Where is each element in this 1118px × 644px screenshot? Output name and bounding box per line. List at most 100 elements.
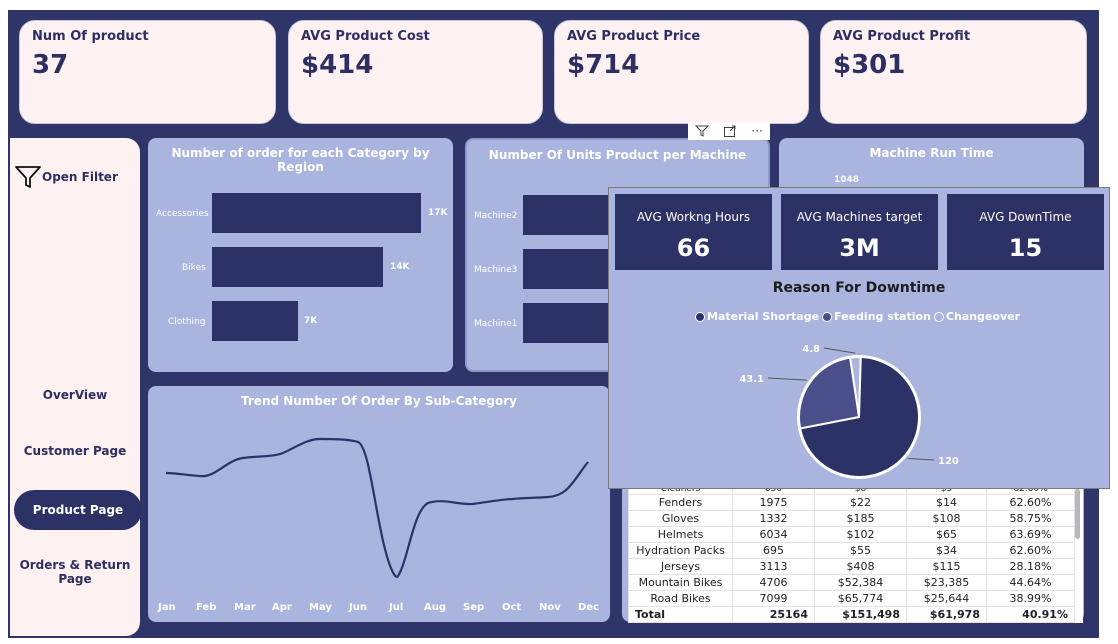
table-cell: $23,385 [906,574,987,591]
tooltip-card-working-hours: AVG Workng Hours 66 [615,194,772,270]
month-label: Nov [539,602,561,613]
open-filter-button[interactable]: Open Filter [14,164,118,190]
table-cell: $25,644 [906,590,987,607]
sidebar: Open Filter OverView Customer Page Produ… [10,138,142,636]
region-bar-chart[interactable]: Number of order for each Category by Reg… [148,138,453,372]
month-label: Sep [463,602,485,613]
axis-label: Accessories [156,209,209,219]
table-cell: $34 [906,542,987,559]
table-cell: Total [628,606,733,623]
pie-leader-line [823,347,856,354]
tooltip-card-machines-target: AVG Machines target 3M [781,194,938,270]
nav-overview[interactable]: OverView [42,388,108,402]
table-cell: 695 [732,542,815,559]
downtime-pie-chart[interactable]: 120 43.1 4.8 [609,188,1111,490]
table-row: Road Bikes 7099 $65,774 $25,644 38.99% [628,590,1075,607]
table-scrollbar[interactable] [1075,489,1080,539]
table-cell: 44.64% [986,574,1075,591]
axis-label: Bikes [182,263,206,273]
filter-icon[interactable] [695,124,710,138]
legend-label: Material Shortage [707,310,820,323]
more-options-icon[interactable]: ··· [751,124,763,138]
kpi-card-num-product: Num Of product 37 [19,20,276,124]
kpi-label: Num Of product [32,29,149,44]
bar[interactable] [212,193,421,233]
card-label: AVG Machines target [796,210,923,224]
axis-label: Machine2 [474,211,518,221]
card-label: AVG Workng Hours [636,210,751,224]
kpi-card-avg-profit: AVG Product Profit $301 [820,20,1087,124]
focus-mode-icon[interactable] [723,124,737,138]
month-label: May [309,602,332,613]
downtime-tooltip: AVG Workng Hours 66 AVG Machines target … [608,187,1110,489]
axis-label: Machine3 [474,265,518,275]
table-cell: 1975 [732,494,815,511]
nav-customer-page[interactable]: Customer Page [23,444,127,458]
pie-data-label: 43.1 [739,374,764,385]
bar[interactable] [212,247,383,287]
table-cell: 1332 [732,510,815,527]
nav-product-page[interactable]: Product Page [14,490,142,530]
table-cell: $185 [814,510,907,527]
pie-slice[interactable] [798,356,861,430]
data-label: 1048 [834,175,860,185]
pie-legend: Material Shortage Feeding station Change… [609,310,1109,323]
month-label: Jul [389,602,404,613]
product-table[interactable]: Cleaners 650 $8 $5 62.60% Fenders 1975 $22… [628,483,1083,623]
legend-label: Changeover [945,310,1020,323]
table-cell: 38.99% [986,590,1075,607]
table-cell: 25164 [732,606,815,623]
kpi-label: AVG Product Profit [833,29,971,44]
table-cell: Hydration Packs [628,542,733,559]
table-row: Gloves 1332 $185 $108 58.75% [628,510,1075,527]
table-cell: $115 [906,558,987,575]
bar[interactable] [523,249,613,289]
table-cell: 62.60% [986,542,1075,559]
tooltip-card-downtime: AVG DownTime 15 [947,194,1104,270]
table-cell: $151,498 [814,606,907,623]
legend-item[interactable]: Changeover [933,310,1020,323]
table-cell: $52,384 [814,574,907,591]
legend-item[interactable]: Feeding station [822,310,931,323]
table-row: Fenders 1975 $22 $14 62.60% [628,494,1075,511]
open-filter-label: Open Filter [42,170,118,184]
trend-series-line[interactable] [165,437,589,578]
month-label: Jun [349,602,367,613]
kpi-value: 37 [32,50,69,80]
table-cell: 6034 [732,526,815,543]
table-cell: Jerseys [628,558,733,575]
table-cell: 63.69% [986,526,1075,543]
kpi-value: $301 [833,50,906,80]
bar[interactable] [212,301,298,341]
kpi-label: AVG Product Price [567,29,701,44]
table-cell: Gloves [628,510,733,527]
table-cell: $55 [814,542,907,559]
month-label: Jan [158,602,176,613]
pie-leader-line [767,377,807,381]
visual-header: ··· [688,122,770,140]
data-label: 7K [304,316,318,326]
data-label: 14K [390,262,410,272]
table-cell: 62.60% [986,494,1075,511]
nav-orders-return-page[interactable]: Orders & Return Page [19,558,131,586]
table-cell: 40.91% [986,606,1075,623]
pie-data-label: 4.8 [802,344,820,355]
table-row: Mountain Bikes 4706 $52,384 $23,385 44.64% [628,574,1075,591]
trend-line-chart[interactable]: Trend Number Of Order By Sub-Category Ja… [148,386,610,622]
month-label: Oct [502,602,522,613]
table-cell: $65 [906,526,987,543]
legend-dot [695,311,705,322]
bar[interactable] [523,195,613,235]
month-label: Dec [578,602,600,613]
table-cell: 58.75% [986,510,1075,527]
bar[interactable] [523,303,613,343]
pie-title: Reason For Downtime [772,280,946,296]
table-row: Helmets 6034 $102 $65 63.69% [628,526,1075,543]
kpi-value: $714 [567,50,640,80]
chart-title: Trend Number Of Order By Sub-Category [241,394,517,408]
table-cell: Road Bikes [628,590,733,607]
legend-item[interactable]: Material Shortage [695,310,819,323]
chart-title: Machine Run Time [869,146,994,160]
table-cell: $61,978 [906,606,987,623]
dashboard-canvas: Num Of product 37 AVG Product Cost $414 … [8,10,1110,638]
